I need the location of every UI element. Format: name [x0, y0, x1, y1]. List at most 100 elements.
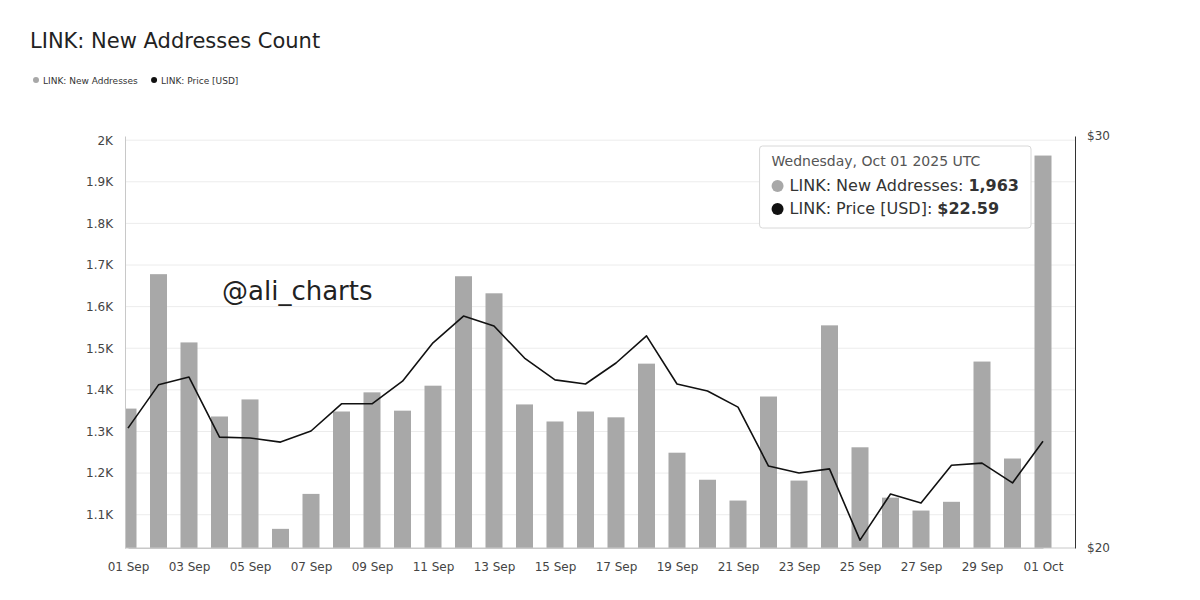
tick: 1.3K [86, 425, 125, 439]
tooltip-row-value: $22.59 [937, 199, 999, 218]
tick-label: 27 Sep [901, 560, 943, 574]
tick-label: 07 Sep [291, 560, 333, 574]
tooltip-box [760, 146, 1031, 228]
x-axis-base [125, 548, 1075, 549]
grid-line [125, 265, 1075, 266]
grid-line [125, 348, 1075, 349]
credit: @ali_charts [222, 276, 373, 306]
tick: 19 Sep [657, 548, 699, 574]
tick: $30 [1075, 129, 1110, 143]
legend-swatch [151, 77, 157, 83]
tick: 25 Sep [840, 548, 882, 574]
tooltip-swatch [772, 180, 784, 192]
tooltip-title: Wednesday, Oct 01 2025 UTC [772, 153, 981, 169]
grid-line [125, 514, 1075, 515]
tick: 1.7K [86, 258, 125, 272]
tick: $20 [1075, 541, 1110, 555]
bar [125, 409, 137, 548]
tick: 01 Sep [108, 548, 150, 574]
bar [638, 364, 655, 548]
tick: 29 Sep [962, 548, 1004, 574]
bar [181, 342, 198, 548]
bar [394, 411, 411, 548]
tick-label: 23 Sep [779, 560, 821, 574]
tick: 13 Sep [474, 548, 516, 574]
tick-label: $20 [1087, 541, 1110, 555]
tick: 27 Sep [901, 548, 943, 574]
tick-label: 1.4K [86, 383, 114, 397]
tooltip-row-label: LINK: Price [USD]: [790, 199, 933, 218]
tooltip-row: LINK: Price [USD]:$22.59 [790, 199, 1000, 218]
tick: 17 Sep [596, 548, 638, 574]
tick: 1.5K [86, 342, 125, 356]
tick-label: 25 Sep [840, 560, 882, 574]
tick: 1.1K [86, 508, 125, 522]
tick: 05 Sep [230, 548, 272, 574]
legend: LINK: New Addresses LINK: Price [USD] [33, 76, 238, 86]
bar [516, 404, 533, 548]
tooltip-swatch [772, 203, 784, 215]
bar [547, 421, 564, 548]
tick-label: 2K [97, 134, 114, 148]
tick-label: 13 Sep [474, 560, 516, 574]
bars [125, 156, 1052, 548]
plot-area [125, 156, 1052, 548]
bar [882, 498, 899, 548]
bar [760, 397, 777, 548]
legend-label: LINK: Price [USD] [161, 76, 238, 86]
tick-label: 21 Sep [718, 560, 760, 574]
tick-label: 15 Sep [535, 560, 577, 574]
tick-label: 1.8K [86, 217, 114, 231]
tooltip-row-label: LINK: New Addresses: [790, 176, 964, 195]
x-axis: 01 Sep03 Sep05 Sep07 Sep09 Sep11 Sep13 S… [108, 548, 1064, 574]
grid-line [125, 473, 1075, 474]
legend-item: LINK: New Addresses [33, 76, 138, 86]
tick-label: 1.7K [86, 258, 114, 272]
bar [974, 362, 991, 548]
tick: 1.8K [86, 217, 125, 231]
bar [608, 417, 625, 548]
tick-label: 1.9K [86, 175, 114, 189]
bar [333, 411, 350, 548]
tick: 01 Oct [1024, 548, 1064, 574]
tick-label: 09 Sep [352, 560, 394, 574]
tick-label: 01 Sep [108, 560, 150, 574]
bar [821, 325, 838, 548]
price-line [128, 316, 1043, 540]
tick-label: 03 Sep [169, 560, 211, 574]
bar [669, 453, 686, 548]
tick-label: 01 Oct [1024, 560, 1064, 574]
tick-label: 1.1K [86, 508, 114, 522]
title: LINK: New Addresses Count [30, 29, 320, 53]
legend-item: LINK: Price [USD] [151, 76, 238, 86]
tick-label: 17 Sep [596, 560, 638, 574]
bar [242, 399, 259, 548]
bar [303, 494, 320, 548]
tick: 15 Sep [535, 548, 577, 574]
bar [699, 480, 716, 548]
bar [791, 481, 808, 548]
bar [150, 274, 167, 548]
bar [730, 501, 747, 548]
grid-line [125, 306, 1075, 307]
bar [1035, 156, 1052, 548]
bar [364, 392, 381, 548]
chart: LINK: New Addresses Count LINK: New Addre… [0, 0, 1200, 600]
y2-axis: $20 $30 [1075, 129, 1110, 555]
tooltip-row-value: 1,963 [968, 176, 1019, 195]
tick-label: 19 Sep [657, 560, 699, 574]
bar [943, 502, 960, 548]
tick: 21 Sep [718, 548, 760, 574]
tick-label: 1.2K [86, 466, 114, 480]
bar [425, 386, 442, 548]
bar [577, 411, 594, 548]
grid-line [125, 389, 1075, 390]
tick: 09 Sep [352, 548, 394, 574]
tick-label: 1.3K [86, 425, 114, 439]
grid-line [125, 431, 1075, 432]
tick-label: $30 [1087, 129, 1110, 143]
tick-label: 29 Sep [962, 560, 1004, 574]
legend-label: LINK: New Addresses [43, 76, 138, 86]
tick: 03 Sep [169, 548, 211, 574]
bar [272, 529, 289, 548]
